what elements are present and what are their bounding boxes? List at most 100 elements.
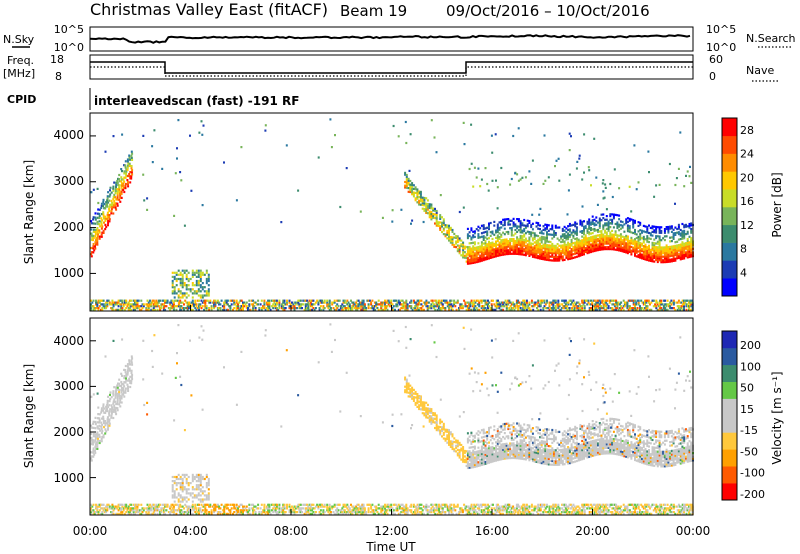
power-cell bbox=[307, 305, 310, 308]
velocity-cell bbox=[489, 426, 492, 429]
power-cell bbox=[648, 252, 650, 255]
power-cell bbox=[149, 299, 151, 302]
power-cell bbox=[197, 271, 200, 274]
power-cell bbox=[373, 305, 376, 308]
power-cell bbox=[611, 220, 614, 223]
power-cell bbox=[152, 305, 155, 308]
velocity-cell bbox=[498, 431, 501, 434]
power-cell bbox=[405, 183, 408, 186]
power-cell bbox=[521, 246, 524, 249]
power-cell bbox=[523, 244, 526, 247]
power-cell bbox=[464, 301, 467, 304]
power-cell bbox=[588, 242, 591, 245]
power-cell bbox=[505, 242, 508, 245]
power-cell bbox=[669, 247, 672, 250]
power-cell bbox=[626, 228, 629, 231]
velocity-cell bbox=[477, 439, 480, 442]
velocity-cell bbox=[107, 426, 110, 429]
power-cell bbox=[521, 249, 524, 252]
velocity-cell bbox=[120, 380, 123, 384]
power-cell bbox=[655, 255, 658, 258]
power-cell bbox=[616, 234, 619, 237]
power-cell bbox=[630, 245, 633, 249]
power-cell bbox=[553, 244, 556, 247]
power-cell bbox=[595, 249, 598, 252]
power-cell bbox=[346, 303, 349, 306]
power-cell bbox=[100, 204, 103, 207]
power-cell bbox=[404, 301, 407, 304]
velocity-cell bbox=[468, 372, 471, 375]
velocity-cell bbox=[428, 415, 431, 418]
power-cell bbox=[590, 227, 592, 230]
velocity-cell bbox=[439, 431, 442, 434]
power-cell bbox=[679, 250, 682, 254]
power-cell bbox=[196, 307, 199, 310]
power-cell bbox=[665, 244, 668, 247]
power-cell bbox=[493, 252, 496, 255]
power-cell bbox=[533, 246, 536, 250]
power-cell bbox=[596, 308, 599, 311]
power-cell bbox=[486, 245, 489, 248]
power-cell bbox=[116, 196, 119, 199]
power-cell bbox=[616, 303, 619, 306]
power-cell bbox=[611, 307, 614, 310]
power-cell bbox=[530, 301, 533, 304]
power-cell bbox=[524, 305, 527, 308]
power-cell bbox=[453, 236, 456, 239]
power-cell bbox=[106, 203, 109, 206]
power-cell bbox=[90, 191, 93, 194]
power-cell bbox=[272, 307, 275, 310]
velocity-cell bbox=[419, 399, 422, 402]
power-cell bbox=[96, 235, 99, 238]
velocity-cell bbox=[197, 475, 200, 479]
velocity-cell bbox=[502, 452, 505, 455]
power-cell bbox=[382, 301, 385, 304]
power-cell bbox=[103, 221, 105, 224]
power-cell bbox=[126, 174, 129, 178]
power-cell bbox=[112, 195, 115, 199]
power-cell bbox=[635, 247, 638, 251]
power-cell bbox=[602, 239, 605, 242]
power-cell bbox=[611, 299, 614, 302]
power-cell bbox=[100, 206, 103, 210]
power-cell bbox=[554, 250, 557, 253]
power-cell bbox=[460, 243, 463, 246]
power-cell bbox=[172, 307, 175, 310]
power-cell bbox=[535, 252, 538, 256]
velocity-cell bbox=[171, 490, 174, 493]
power-cell bbox=[225, 299, 228, 302]
power-cell bbox=[323, 301, 326, 304]
power-cell bbox=[213, 305, 216, 308]
power-cell bbox=[685, 223, 687, 226]
power-cell bbox=[115, 198, 118, 201]
power-cell bbox=[575, 226, 578, 229]
power-cell bbox=[367, 303, 370, 306]
power-cell bbox=[449, 228, 452, 231]
power-cell bbox=[496, 252, 499, 256]
velocity-cell bbox=[197, 477, 200, 481]
power-cell bbox=[473, 259, 476, 262]
power-cell bbox=[598, 248, 601, 251]
power-cell bbox=[151, 301, 154, 304]
power-cell bbox=[421, 200, 424, 203]
power-cell bbox=[561, 227, 564, 231]
power-cell bbox=[655, 257, 658, 260]
power-cell bbox=[579, 223, 582, 226]
power-cell bbox=[242, 301, 244, 304]
velocity-cell bbox=[195, 473, 198, 476]
velocity-cell bbox=[491, 455, 494, 458]
power-cell bbox=[201, 282, 204, 285]
power-cell bbox=[106, 213, 109, 216]
power-cell bbox=[171, 307, 174, 310]
velocity-cell bbox=[96, 439, 99, 442]
power-cell bbox=[517, 253, 520, 256]
power-cell bbox=[600, 246, 603, 249]
power-cell bbox=[662, 308, 665, 311]
power-cell bbox=[634, 221, 636, 224]
power-cell bbox=[568, 254, 571, 257]
power-cell bbox=[475, 228, 478, 231]
power-cell bbox=[604, 183, 607, 186]
power-cell bbox=[686, 241, 689, 244]
power-cell bbox=[595, 234, 598, 237]
power-cell bbox=[135, 307, 138, 310]
